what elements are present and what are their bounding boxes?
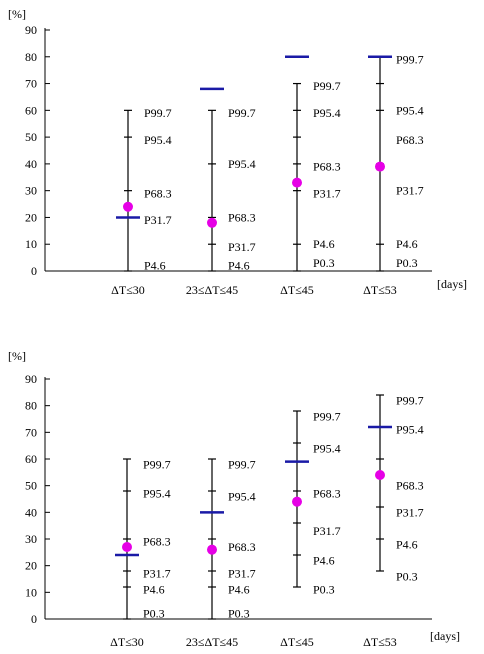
category-label: ΔT≤45 bbox=[280, 635, 314, 649]
data-point bbox=[122, 542, 132, 552]
percentile-label: P68.3 bbox=[313, 487, 341, 501]
percentile-label: P31.7 bbox=[396, 505, 424, 519]
percentile-label: P31.7 bbox=[313, 524, 341, 538]
y-tick-label: 90 bbox=[25, 372, 37, 386]
x-axis-unit-label: [days] bbox=[430, 629, 460, 643]
percentile-label: P95.4 bbox=[396, 103, 424, 117]
y-tick-label: 50 bbox=[25, 130, 37, 144]
y-tick-label: 0 bbox=[31, 264, 37, 278]
group-1: P99.7 P95.4 P68.3 P31.7 P4.6 P0.3 ΔT≤30 bbox=[110, 457, 171, 649]
y-tick-label: 10 bbox=[25, 237, 37, 251]
data-point bbox=[292, 496, 302, 507]
x-axis-unit-label: [days] bbox=[437, 277, 467, 291]
percentile-label: P0.3 bbox=[313, 583, 335, 597]
category-label: ΔT≤30 bbox=[110, 635, 144, 649]
percentile-label: P4.6 bbox=[313, 553, 335, 567]
data-point bbox=[292, 177, 302, 188]
percentile-label: P99.7 bbox=[144, 106, 172, 120]
y-axis-label: [%] bbox=[8, 7, 26, 21]
group-3: P99.7 P95.4 P68.3 P31.7 P4.6 P0.3 ΔT≤45 bbox=[280, 409, 341, 649]
data-point bbox=[207, 544, 217, 555]
percentile-label: P0.3 bbox=[396, 256, 418, 270]
group-2: P99.7 P95.4 P68.3 P31.7 P4.6 P0.3 23≤ΔT≤45 bbox=[186, 457, 256, 649]
percentile-label: P95.4 bbox=[228, 489, 256, 503]
chart-panel-2: 0 10 20 30 40 50 60 70 80 90 [%] [days] P99.7 P95.4 P6… bbox=[8, 349, 460, 649]
percentile-label: P99.7 bbox=[313, 409, 341, 423]
category-label: ΔT≤53 bbox=[363, 283, 397, 297]
data-point bbox=[123, 201, 133, 212]
percentile-label: P95.4 bbox=[144, 133, 172, 147]
y-tick-label: 90 bbox=[25, 23, 37, 37]
y-tick-label: 20 bbox=[25, 559, 37, 573]
percentile-label: P0.3 bbox=[396, 569, 418, 583]
group-2: P99.7 P95.4 P68.3 P31.7 P4.6 23≤ΔT≤45 bbox=[186, 87, 256, 297]
category-label: ΔT≤45 bbox=[280, 283, 314, 297]
y-axis-label: [%] bbox=[8, 349, 26, 363]
percentile-label: P95.4 bbox=[396, 423, 424, 437]
percentile-label: P31.7 bbox=[228, 240, 256, 254]
y-tick-label: 10 bbox=[25, 585, 37, 599]
category-label: 23≤ΔT≤45 bbox=[186, 283, 238, 297]
percentile-label: P99.7 bbox=[143, 457, 171, 471]
percentile-label: P99.7 bbox=[396, 52, 424, 66]
data-point bbox=[375, 161, 385, 172]
y-tick-label: 30 bbox=[25, 532, 37, 546]
percentile-label: P4.6 bbox=[228, 583, 250, 597]
percentile-label: P4.6 bbox=[396, 537, 418, 551]
category-label: ΔT≤53 bbox=[363, 635, 397, 649]
percentile-label: P0.3 bbox=[313, 256, 335, 270]
y-tick-label: 0 bbox=[31, 612, 37, 626]
group-1: P99.7 P95.4 P68.3 P31.7 P4.6 ΔT≤30 bbox=[111, 106, 172, 297]
percentile-label: P4.6 bbox=[144, 259, 166, 273]
category-label: 23≤ΔT≤45 bbox=[186, 635, 238, 649]
y-tick-label: 20 bbox=[25, 210, 37, 224]
percentile-label: P68.3 bbox=[313, 160, 341, 174]
y-tick-label: 40 bbox=[25, 157, 37, 171]
chart-panel-1: 0 10 20 30 40 50 60 70 80 90 [%] [days] P99.7 P95.4 P6… bbox=[8, 7, 467, 297]
percentile-label: P4.6 bbox=[313, 237, 335, 251]
data-point bbox=[375, 470, 385, 480]
percentile-label: P4.6 bbox=[143, 583, 165, 597]
percentile-label: P68.3 bbox=[228, 210, 256, 224]
data-point bbox=[207, 217, 217, 228]
y-tick-label: 60 bbox=[25, 103, 37, 117]
percentile-label: P31.7 bbox=[396, 184, 424, 198]
percentile-label: P95.4 bbox=[313, 106, 341, 120]
percentile-label: P99.7 bbox=[228, 457, 256, 471]
percentile-label: P0.3 bbox=[228, 607, 250, 621]
percentile-label: P31.7 bbox=[143, 567, 171, 581]
percentile-label: P99.7 bbox=[313, 79, 341, 93]
y-tick-label: 40 bbox=[25, 505, 37, 519]
percentile-label: P99.7 bbox=[396, 393, 424, 407]
y-tick-label: 70 bbox=[25, 77, 37, 91]
percentile-label: P0.3 bbox=[143, 607, 165, 621]
percentile-label: P99.7 bbox=[228, 106, 256, 120]
group-3: P99.7 P95.4 P68.3 P31.7 P4.6 P0.3 ΔT≤45 bbox=[280, 55, 341, 297]
y-tick-label: 80 bbox=[25, 399, 37, 413]
percentile-label: P31.7 bbox=[313, 186, 341, 200]
percentile-label: P31.7 bbox=[144, 213, 172, 227]
percentile-label: P68.3 bbox=[143, 535, 171, 549]
percentile-label: P68.3 bbox=[144, 186, 172, 200]
y-tick-label: 60 bbox=[25, 452, 37, 466]
percentile-label: P4.6 bbox=[396, 237, 418, 251]
group-4: P99.7 P95.4 P68.3 P31.7 P4.6 P0.3 ΔT≤53 bbox=[363, 393, 424, 649]
percentile-label: P95.4 bbox=[143, 487, 171, 501]
percentile-label: P95.4 bbox=[313, 441, 341, 455]
percentile-label: P4.6 bbox=[228, 259, 250, 273]
group-4: P99.7 P95.4 P68.3 P31.7 P4.6 P0.3 ΔT≤53 bbox=[363, 52, 424, 297]
y-tick-label: 50 bbox=[25, 479, 37, 493]
percentile-label: P68.3 bbox=[396, 133, 424, 147]
percentile-label: P68.3 bbox=[396, 479, 424, 493]
percentile-label: P95.4 bbox=[228, 157, 256, 171]
percentile-label: P68.3 bbox=[228, 540, 256, 554]
category-label: ΔT≤30 bbox=[111, 283, 145, 297]
y-tick-label: 80 bbox=[25, 50, 37, 64]
y-tick-label: 70 bbox=[25, 425, 37, 439]
percentile-label: P31.7 bbox=[228, 567, 256, 581]
y-tick-label: 30 bbox=[25, 184, 37, 198]
